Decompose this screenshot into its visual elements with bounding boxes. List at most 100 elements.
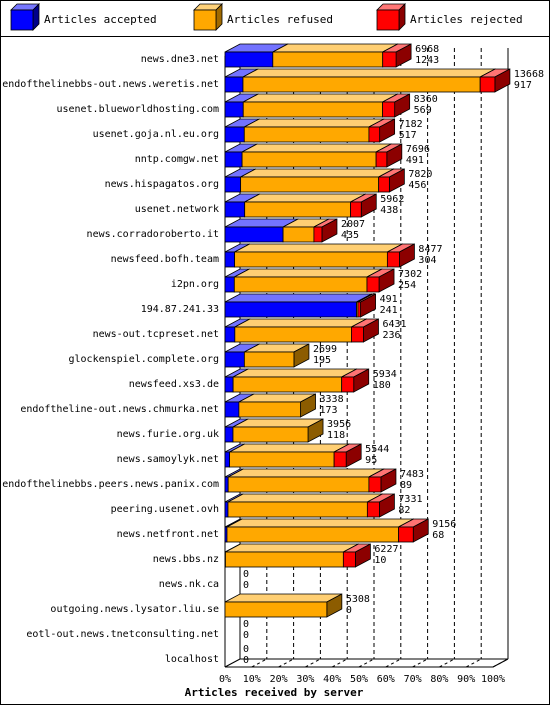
total-value-label: 7696 — [406, 144, 430, 155]
bar-rejected-front — [387, 252, 399, 267]
server-label: endofthelinebbs.peers.news.panix.com — [2, 479, 219, 490]
x-axis-title: Articles received by server — [185, 686, 364, 699]
bar-rejected-front — [480, 77, 495, 92]
bar-accepted-top — [225, 294, 372, 302]
bar-rejected-front — [369, 477, 381, 492]
accepted-value-label: 0 — [346, 605, 352, 616]
accepted-value-label: 254 — [398, 280, 416, 291]
bar-rejected-front — [351, 202, 362, 217]
total-value-label: 0 — [243, 619, 249, 630]
bar-refused — [273, 44, 398, 67]
accepted-value-label: 180 — [373, 380, 391, 391]
bar-accepted-front — [225, 227, 283, 242]
x-tick-label: 20% — [270, 674, 288, 685]
bar-refused-front — [243, 77, 480, 92]
legend-refused-label: Articles refused — [227, 13, 333, 26]
total-value-label: 6227 — [374, 544, 398, 555]
bar-rejected-front — [367, 277, 379, 292]
server-label: localhost — [165, 654, 219, 665]
bar-refused-top — [242, 144, 391, 152]
bar-accepted — [225, 294, 372, 317]
bar-rejected-front — [343, 552, 355, 567]
server-label: news.nk.ca — [159, 579, 219, 590]
bar-rejected-front — [399, 527, 414, 542]
x-tick-label: 10% — [243, 674, 261, 685]
bar-accepted-front — [225, 477, 228, 492]
bar-refused — [227, 519, 414, 542]
x-tick-label: 30% — [296, 674, 314, 685]
bar-accepted-front — [225, 377, 233, 392]
bar-refused-front — [242, 152, 376, 167]
total-value-label: 8477 — [418, 244, 442, 255]
server-label: news.hispagatos.org — [105, 179, 219, 190]
x-tick-label: 0% — [219, 674, 231, 685]
total-value-label: 9156 — [432, 519, 456, 530]
x-tick-label: 40% — [323, 674, 341, 685]
x-tick-label: 90% — [457, 674, 475, 685]
bar-refused — [243, 94, 397, 117]
bar-refused-top — [235, 319, 367, 327]
bar-refused — [235, 244, 403, 267]
bar-accepted-front — [225, 452, 230, 467]
bar-refused-front — [227, 527, 399, 542]
bar-refused-front — [233, 427, 308, 442]
total-value-label: 13668 — [514, 69, 544, 80]
total-value-label: 3956 — [327, 419, 351, 430]
total-value-label: 5544 — [365, 444, 389, 455]
x-tick-label: 70% — [404, 674, 422, 685]
server-label: eotl-out.news.tnetconsulting.net — [26, 629, 219, 640]
bar-refused-front — [245, 202, 351, 217]
bar-rejected-front — [358, 302, 361, 317]
accepted-value-label: 517 — [399, 130, 417, 141]
server-label: usenet.blueworldhosting.com — [56, 104, 219, 115]
bar-refused — [245, 194, 366, 217]
bar-accepted-front — [225, 327, 235, 342]
bar-refused-front — [235, 327, 352, 342]
bar-accepted-front — [225, 152, 242, 167]
server-label: outgoing.news.lysator.liu.se — [50, 604, 219, 615]
server-label: usenet.goja.nl.eu.org — [93, 129, 219, 140]
bar-rejected-front — [376, 152, 387, 167]
bar-refused-front — [243, 102, 382, 117]
bar-refused-front — [235, 252, 388, 267]
server-label: glockenspiel.complete.org — [68, 354, 219, 365]
accepted-value-label: 82 — [398, 505, 410, 516]
legend-rejected-swatch — [377, 10, 399, 30]
total-value-label: 5934 — [373, 369, 397, 380]
bar-refused — [233, 369, 357, 392]
bar-refused — [244, 119, 384, 142]
bar-accepted-front — [225, 127, 244, 142]
accepted-value-label: 195 — [313, 355, 331, 366]
total-value-label: 7331 — [398, 494, 422, 505]
bar-accepted-front — [225, 52, 273, 67]
total-value-label: 0 — [243, 644, 249, 655]
bar-accepted-front — [225, 252, 235, 267]
bar-refused-top — [273, 44, 398, 52]
total-value-label: 2007 — [341, 219, 365, 230]
bar-accepted-front — [225, 177, 241, 192]
bar-refused-top — [243, 94, 397, 102]
bar-refused — [243, 69, 495, 92]
server-label: peering.usenet.ovh — [111, 504, 219, 515]
total-value-label: 7302 — [398, 269, 422, 280]
total-value-label: 7182 — [399, 119, 423, 130]
accepted-value-label: 917 — [514, 80, 532, 91]
server-label: news.samoylyk.net — [117, 454, 219, 465]
total-value-label: 0 — [243, 569, 249, 580]
accepted-value-label: 435 — [341, 230, 359, 241]
accepted-value-label: 236 — [382, 330, 400, 341]
bar-refused-top — [233, 369, 357, 377]
bar-refused — [239, 394, 316, 417]
bar-refused-front — [273, 52, 383, 67]
bar-refused-front — [228, 477, 369, 492]
bar-rejected-front — [314, 227, 322, 242]
accepted-value-label: 456 — [408, 180, 426, 191]
bar-rejected-front — [383, 52, 396, 67]
bar-refused — [228, 469, 384, 492]
bar-refused-top — [228, 494, 382, 502]
total-value-label: 6968 — [415, 44, 439, 55]
bar-refused-top — [245, 194, 366, 202]
accepted-value-label: 438 — [380, 205, 398, 216]
server-label: news.bbs.nz — [153, 554, 219, 565]
bar-refused-front — [225, 552, 343, 567]
